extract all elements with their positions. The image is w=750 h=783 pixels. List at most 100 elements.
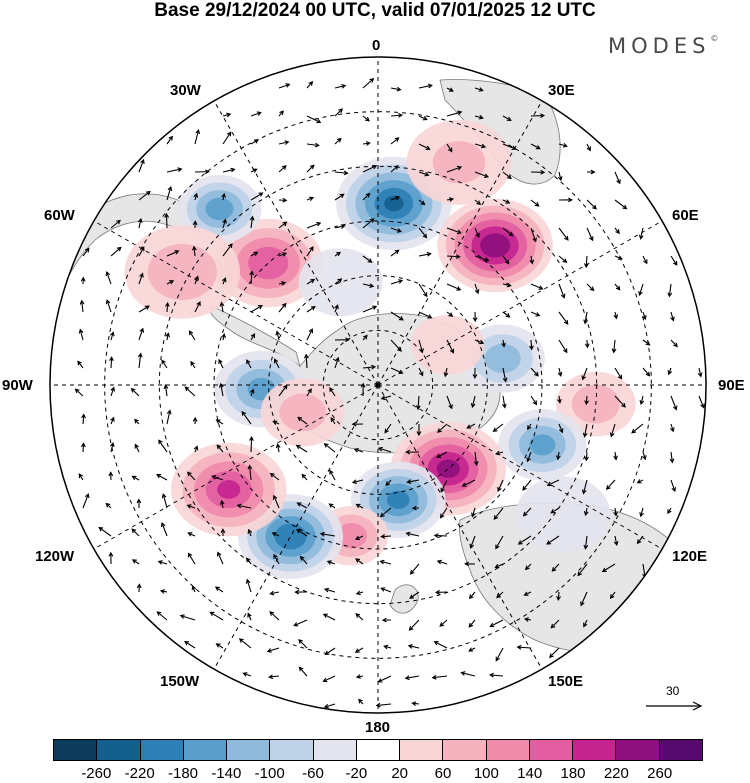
wind-arrow <box>502 255 510 265</box>
wind-arrow <box>474 227 480 239</box>
wind-arrow <box>159 589 168 594</box>
wind-arrow <box>502 227 514 237</box>
wind-arrow <box>138 272 144 285</box>
lon-label-0: 0 <box>372 37 381 54</box>
wind-arrow <box>137 217 143 229</box>
wind-arrow <box>79 299 85 313</box>
wind-arrow <box>390 165 399 173</box>
wind-arrow <box>266 647 280 653</box>
wind-arrow <box>164 301 170 313</box>
wind-arrow <box>667 507 672 515</box>
wind-arrow <box>78 328 84 341</box>
wind-arrow <box>409 591 420 599</box>
wind-arrow <box>362 283 375 288</box>
wind-arrow <box>218 382 224 397</box>
wind-arrow <box>268 674 280 680</box>
lon-label-180: 180 <box>365 719 391 736</box>
wind-arrow <box>250 168 258 173</box>
wind-arrow <box>131 475 140 481</box>
wind-arrow <box>303 353 309 369</box>
wind-arrow <box>362 115 370 122</box>
wind-arrow <box>334 137 342 145</box>
wind-arrow <box>275 330 281 341</box>
wind-arrow <box>209 611 224 621</box>
wind-arrow <box>166 280 175 285</box>
wind-arrow <box>474 87 484 92</box>
lon-label-60w: 60W <box>44 207 75 224</box>
wind-arrow <box>334 304 339 313</box>
wind-arrow <box>558 197 573 203</box>
wind-arrow <box>80 442 86 453</box>
latitude-circle <box>322 329 434 441</box>
wind-arrow <box>383 644 392 650</box>
wind-arrow <box>472 311 478 323</box>
wind-arrow <box>247 528 253 537</box>
meridian <box>377 384 543 670</box>
colorbar-tick-label: 100 <box>473 765 499 782</box>
wind-arrow <box>272 420 280 425</box>
wind-arrow <box>322 613 336 621</box>
wind-arrow <box>586 199 597 210</box>
wind-arrow <box>468 647 476 652</box>
wind-arrow <box>220 528 226 537</box>
wind-arrow <box>80 276 86 285</box>
colorbar-tick-label: 20 <box>391 765 408 782</box>
wind-arrow <box>583 507 589 517</box>
wind-arrow <box>323 443 336 453</box>
wind-arrow <box>530 283 544 290</box>
wind-arrow <box>306 278 316 285</box>
wind-arrow <box>241 410 252 425</box>
wind-arrow <box>631 423 644 434</box>
wind-arrow <box>446 254 461 259</box>
wind-arrow <box>222 167 236 173</box>
wind-arrow <box>138 327 145 341</box>
wind-arrow <box>409 563 420 575</box>
wind-arrow <box>530 367 539 377</box>
wind-arrow <box>158 439 168 453</box>
anomaly-contour <box>279 393 326 432</box>
lon-label-120e: 120E <box>672 548 708 565</box>
lon-label-90w: 90W <box>2 377 33 394</box>
wind-arrow <box>434 589 448 595</box>
wind-arrow <box>247 464 253 481</box>
wind-arrow <box>323 587 336 593</box>
wind-arrow <box>381 617 392 623</box>
wind-arrow <box>470 395 476 409</box>
wind-arrow <box>526 451 532 463</box>
lon-label-60e: 60E <box>672 207 699 224</box>
wind-arrow <box>278 302 287 313</box>
wind-arrow <box>362 364 377 370</box>
colorbar-swatch <box>54 740 98 760</box>
wind-arrow <box>418 283 428 298</box>
wind-arrow <box>550 507 560 514</box>
negative-anomaly-17 <box>515 476 611 553</box>
wind-arrow <box>249 215 255 229</box>
wind-arrow <box>250 333 256 341</box>
wind-arrow <box>294 589 308 595</box>
wind-arrow <box>192 416 198 425</box>
lon-label-150w: 150W <box>160 673 200 690</box>
wind-arrow <box>460 671 476 677</box>
wind-arrow <box>105 502 112 509</box>
wind-arrow <box>138 158 145 173</box>
wind-arrow <box>334 170 349 176</box>
wind-arrow <box>558 255 568 264</box>
wind-arrow <box>472 367 478 380</box>
wind-arrow <box>191 585 197 593</box>
wind-arrow <box>194 275 199 285</box>
wind-arrow <box>355 590 364 596</box>
modes-logo-text: MODES <box>608 34 711 58</box>
wind-arrow <box>221 192 226 201</box>
wind-arrow <box>385 479 392 487</box>
wind-arrow <box>273 358 280 369</box>
wind-arrow <box>408 619 420 631</box>
wind-arrow <box>609 423 616 438</box>
wind-arrow <box>278 384 288 397</box>
wind-arrow <box>242 672 252 677</box>
wind-arrow <box>469 535 476 549</box>
wind-arrow <box>297 416 308 425</box>
wind-arrow <box>411 701 420 706</box>
wind-arrow <box>306 328 314 341</box>
wind-arrow <box>557 395 562 404</box>
wind-arrow <box>191 245 197 257</box>
